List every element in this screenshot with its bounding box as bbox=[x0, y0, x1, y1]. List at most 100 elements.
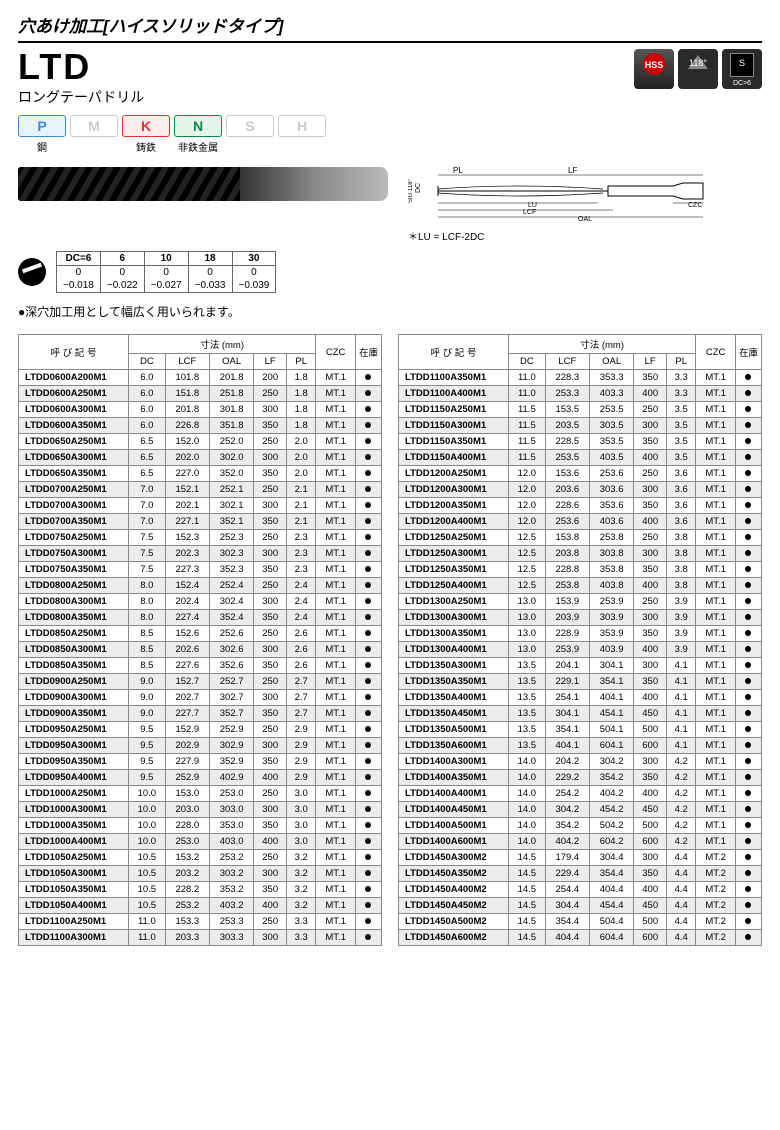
cell-oal: 252.0 bbox=[209, 434, 253, 450]
cell-stock bbox=[355, 786, 381, 802]
cell-pl: 2.7 bbox=[287, 690, 316, 706]
cell-code: LTDD1350A500M1 bbox=[399, 722, 509, 738]
cell-lf: 300 bbox=[634, 610, 667, 626]
cell-stock bbox=[735, 530, 761, 546]
cell-stock bbox=[735, 498, 761, 514]
cell-dc: 10.0 bbox=[129, 818, 166, 834]
cell-code: LTDD0750A350M1 bbox=[19, 562, 129, 578]
cell-dc: 7.0 bbox=[129, 514, 166, 530]
cell-lcf: 203.6 bbox=[545, 482, 589, 498]
col-czc: CZC bbox=[316, 335, 356, 370]
material-box: P bbox=[18, 115, 66, 137]
cell-czc: MT.1 bbox=[696, 466, 736, 482]
svg-text:SIG 118°: SIG 118° bbox=[408, 178, 414, 203]
stock-dot-icon bbox=[365, 758, 371, 764]
cell-oal: 301.8 bbox=[209, 402, 253, 418]
cell-stock bbox=[735, 610, 761, 626]
stock-dot-icon bbox=[745, 758, 751, 764]
cell-dc: 11.5 bbox=[509, 418, 546, 434]
cell-czc: MT.1 bbox=[696, 770, 736, 786]
cell-lf: 250 bbox=[254, 434, 287, 450]
table-row: LTDD1450A400M214.5254.4404.44004.4MT.2 bbox=[399, 882, 762, 898]
cell-stock bbox=[355, 594, 381, 610]
cell-lcf: 253.8 bbox=[545, 578, 589, 594]
cell-pl: 3.8 bbox=[667, 562, 696, 578]
cell-oal: 504.1 bbox=[589, 722, 633, 738]
spec-table-left: 呼 び 記 号寸法 (mm)CZC在庫DCLCFOALLFPLLTDD0600A… bbox=[18, 334, 382, 946]
stock-dot-icon bbox=[745, 470, 751, 476]
cell-czc: MT.1 bbox=[696, 562, 736, 578]
product-subtitle: ロングテーパドリル bbox=[18, 87, 144, 107]
cell-code: LTDD1350A300M1 bbox=[399, 658, 509, 674]
cell-dc: 12.5 bbox=[509, 530, 546, 546]
material-box: N bbox=[174, 115, 222, 137]
col-stock: 在庫 bbox=[735, 335, 761, 370]
cell-lf: 300 bbox=[254, 802, 287, 818]
cell-oal: 352.7 bbox=[209, 706, 253, 722]
cell-dc: 12.0 bbox=[509, 498, 546, 514]
cell-lcf: 228.0 bbox=[165, 818, 209, 834]
table-row: LTDD0750A250M17.5152.3252.32502.3MT.1 bbox=[19, 530, 382, 546]
cell-oal: 302.1 bbox=[209, 498, 253, 514]
cell-stock bbox=[735, 722, 761, 738]
tol-header: 30 bbox=[232, 252, 276, 266]
cell-pl: 3.5 bbox=[667, 434, 696, 450]
cell-oal: 402.9 bbox=[209, 770, 253, 786]
stock-dot-icon bbox=[745, 822, 751, 828]
cell-pl: 4.2 bbox=[667, 786, 696, 802]
cell-code: LTDD1050A300M1 bbox=[19, 866, 129, 882]
cell-oal: 352.9 bbox=[209, 754, 253, 770]
cell-lf: 300 bbox=[634, 418, 667, 434]
cell-code: LTDD0800A350M1 bbox=[19, 610, 129, 626]
cell-oal: 201.8 bbox=[209, 370, 253, 386]
cell-lcf: 228.9 bbox=[545, 626, 589, 642]
cell-lcf: 304.2 bbox=[545, 802, 589, 818]
stock-dot-icon bbox=[745, 902, 751, 908]
cell-stock bbox=[735, 642, 761, 658]
cell-lcf: 152.9 bbox=[165, 722, 209, 738]
table-row: LTDD1100A400M111.0253.3403.34003.3MT.1 bbox=[399, 386, 762, 402]
cell-pl: 4.1 bbox=[667, 674, 696, 690]
cell-stock bbox=[355, 578, 381, 594]
cell-lf: 350 bbox=[254, 658, 287, 674]
stock-dot-icon bbox=[745, 918, 751, 924]
cell-czc: MT.1 bbox=[316, 402, 356, 418]
cell-stock bbox=[735, 898, 761, 914]
cell-stock bbox=[355, 754, 381, 770]
cell-lf: 300 bbox=[254, 402, 287, 418]
table-row: LTDD1350A500M113.5354.1504.15004.1MT.1 bbox=[399, 722, 762, 738]
cell-lcf: 202.1 bbox=[165, 498, 209, 514]
cell-dc: 14.5 bbox=[509, 930, 546, 946]
cell-pl: 3.0 bbox=[287, 786, 316, 802]
cell-lf: 350 bbox=[254, 818, 287, 834]
stock-dot-icon bbox=[745, 598, 751, 604]
cell-oal: 302.3 bbox=[209, 546, 253, 562]
cell-lcf: 202.6 bbox=[165, 642, 209, 658]
cell-czc: MT.1 bbox=[316, 498, 356, 514]
table-row: LTDD0600A200M16.0101.8201.82001.8MT.1 bbox=[19, 370, 382, 386]
table-row: LTDD0900A350M19.0227.7352.73502.7MT.1 bbox=[19, 706, 382, 722]
cell-dc: 10.5 bbox=[129, 882, 166, 898]
tol-cell: 0 bbox=[57, 266, 101, 280]
table-row: LTDD0800A350M18.0227.4352.43502.4MT.1 bbox=[19, 610, 382, 626]
cell-stock bbox=[355, 722, 381, 738]
cell-code: LTDD1400A350M1 bbox=[399, 770, 509, 786]
cell-czc: MT.1 bbox=[316, 642, 356, 658]
cell-lcf: 203.5 bbox=[545, 418, 589, 434]
cell-code: LTDD1250A250M1 bbox=[399, 530, 509, 546]
cell-oal: 252.9 bbox=[209, 722, 253, 738]
cell-pl: 4.1 bbox=[667, 722, 696, 738]
table-row: LTDD1000A300M110.0203.0303.03003.0MT.1 bbox=[19, 802, 382, 818]
col-oal: OAL bbox=[209, 354, 253, 370]
cell-czc: MT.1 bbox=[696, 594, 736, 610]
cell-dc: 6.0 bbox=[129, 386, 166, 402]
stock-dot-icon bbox=[365, 806, 371, 812]
cell-stock bbox=[355, 498, 381, 514]
stock-dot-icon bbox=[745, 934, 751, 940]
cell-oal: 403.8 bbox=[589, 578, 633, 594]
cell-pl: 2.1 bbox=[287, 482, 316, 498]
cell-pl: 2.3 bbox=[287, 530, 316, 546]
stock-dot-icon bbox=[745, 486, 751, 492]
cell-oal: 353.9 bbox=[589, 626, 633, 642]
cell-code: LTDD0600A250M1 bbox=[19, 386, 129, 402]
